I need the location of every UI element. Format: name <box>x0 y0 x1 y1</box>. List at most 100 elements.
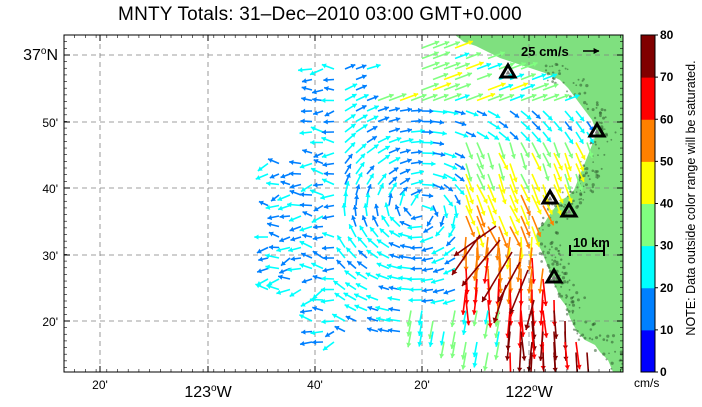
current-vector-head <box>535 200 541 205</box>
current-vector-head <box>465 320 471 326</box>
current-vector-head <box>387 274 393 280</box>
current-vector-head <box>418 179 424 185</box>
current-vector-head <box>479 164 485 170</box>
current-vector-head <box>500 154 506 159</box>
map-border <box>63 34 624 373</box>
current-vector-head <box>478 61 484 67</box>
current-vector-head <box>289 189 295 195</box>
current-vector-head <box>265 204 271 210</box>
current-vector-head <box>354 304 360 310</box>
colorbar-tick-label: 0 <box>660 365 667 379</box>
current-vector-head <box>360 153 365 159</box>
current-vector <box>462 289 467 315</box>
current-vector <box>530 352 533 372</box>
current-vector-head <box>278 274 283 280</box>
current-vector-head <box>375 273 381 279</box>
current-vector-head <box>480 185 486 191</box>
current-vector-head <box>256 248 262 254</box>
current-vector-head <box>439 185 445 190</box>
lon-label: 122oW <box>505 383 553 401</box>
station-triangle-icon <box>544 267 564 284</box>
current-vector-head <box>299 191 305 198</box>
current-vector-head <box>332 313 338 319</box>
current-vector-head <box>446 241 452 246</box>
current-vector-head <box>375 63 381 69</box>
colorbar-segment <box>641 329 655 373</box>
current-vector-head <box>358 250 364 256</box>
current-vector-head <box>454 83 460 88</box>
current-vector-head <box>350 123 356 129</box>
current-vector <box>473 289 478 315</box>
hf-radar-stations <box>498 62 607 284</box>
current-vector-head <box>579 116 585 122</box>
current-vector-head <box>266 180 271 187</box>
current-vector-head <box>536 165 542 171</box>
current-vector-head <box>363 203 369 208</box>
current-vector-head <box>388 306 393 312</box>
current-vector-head <box>482 111 487 117</box>
current-vector-head <box>482 198 488 204</box>
current-vector <box>539 331 544 361</box>
current-vector <box>575 341 581 370</box>
current-vector-head <box>429 129 434 135</box>
current-vector-head <box>407 127 412 133</box>
current-vector-head <box>566 186 572 191</box>
current-vector-head <box>492 209 497 215</box>
current-vector-head <box>366 294 372 300</box>
current-vector-head <box>495 124 501 130</box>
current-vector-head <box>546 136 551 142</box>
current-vector-head <box>407 107 412 113</box>
current-vector-head <box>407 235 413 241</box>
current-vector-head <box>405 178 411 183</box>
current-vector-head <box>384 106 389 112</box>
current-vector-head <box>564 365 570 370</box>
current-vector-head <box>411 215 416 221</box>
current-vector-head <box>448 201 453 207</box>
current-vector-head <box>516 241 521 247</box>
current-vector-head <box>313 153 319 158</box>
current-vector-head <box>310 139 315 146</box>
current-vector-head <box>442 174 448 180</box>
current-vector-head <box>531 93 537 99</box>
current-vector-head <box>396 286 402 292</box>
colorbar-segment <box>641 203 655 247</box>
current-vector-head <box>419 169 424 175</box>
current-vector-head <box>322 178 327 184</box>
current-vector-head <box>567 166 572 171</box>
speed-colorbar: 0 10 20 30 40 50 60 70 80 <box>640 28 674 379</box>
current-vector-head <box>472 362 478 368</box>
current-vector-head <box>396 136 402 142</box>
current-vector-head <box>311 339 317 345</box>
current-vector <box>487 299 492 328</box>
current-vector-head <box>321 97 326 104</box>
current-vector-head <box>525 125 531 131</box>
current-vector-head <box>257 268 262 274</box>
current-vector-head <box>389 253 395 259</box>
colorbar-segment <box>641 161 655 204</box>
current-vector <box>525 299 535 331</box>
current-vector-head <box>302 211 308 216</box>
current-vector-head <box>479 242 485 248</box>
current-vector-head <box>530 83 536 89</box>
lon-label: 123oW <box>184 383 232 401</box>
current-vector-head <box>482 278 488 284</box>
current-vector-head <box>464 94 470 99</box>
current-vector-head <box>444 259 450 265</box>
current-vector-head <box>313 182 318 188</box>
current-vector-head <box>323 203 329 210</box>
current-vector-head <box>525 231 531 237</box>
current-vector-head <box>546 126 552 132</box>
current-vector-head <box>265 264 270 270</box>
reference-vector: 25 cm/s <box>521 44 600 59</box>
current-vector-head <box>377 327 383 333</box>
station-triangle-icon <box>498 62 518 79</box>
current-vector-head <box>361 74 367 80</box>
current-vector-head <box>343 191 349 197</box>
current-vector-head <box>345 282 351 288</box>
current-vector-head <box>302 148 308 154</box>
current-vector-head <box>408 297 413 303</box>
current-vector-head <box>400 243 405 249</box>
current-vector-head <box>310 126 316 132</box>
current-vector-head <box>450 223 456 229</box>
current-vector-head <box>268 244 274 250</box>
